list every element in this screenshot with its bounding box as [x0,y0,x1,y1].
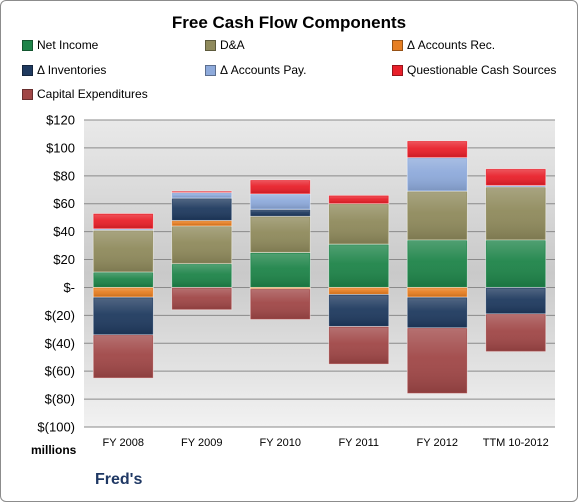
legend-item-capital-expenditures: Capital Expenditures [22,86,148,102]
chart-title: Free Cash Flow Components [171,13,407,32]
bar-segment-inventories [249,208,311,217]
y-tick-label: $60 [53,196,75,211]
bar-segment-d-a [249,215,311,253]
legend-item-accounts-pay: Δ Accounts Pay. [205,62,307,78]
bar-segment-accounts-pay [406,157,468,192]
bar-segment-accounts-rec [171,220,233,227]
bar-segment-accounts-rec [92,287,154,298]
y-tick-label: $(100) [37,420,75,435]
bar-segment-capital-expenditures [249,288,311,320]
bar-segment-capital-expenditures [485,313,547,353]
y-tick-label: $100 [46,140,75,155]
bar-segment-net-income [328,243,390,288]
units-label: millions [31,443,77,457]
bar-segment-capital-expenditures [92,334,154,379]
y-tick-label: $80 [53,168,75,183]
bar-segment-net-income [485,239,547,288]
legend-item-accounts-rec: Δ Accounts Rec. [392,37,495,53]
bar-segment-inventories [171,197,233,221]
bar-segment-d-a [485,186,547,241]
y-tick-label: $40 [53,224,75,239]
legend-swatch [392,64,403,76]
legend-label: Δ Inventories [37,63,107,77]
y-tick-label: $120 [46,113,75,128]
bar-segment-questionable-cash-sources [249,179,311,195]
x-tick-label: FY 2010 [260,437,301,449]
x-tick-label: FY 2012 [417,437,458,449]
bar-segment-d-a [328,203,390,245]
bar-segment-accounts-pay [249,193,311,210]
bar-segment-d-a [171,225,233,265]
x-tick-label: TTM 10-2012 [483,437,549,449]
bar-segment-d-a [92,229,154,273]
bar-segment-accounts-pay [171,192,233,199]
bar-segment-questionable-cash-sources [92,213,154,230]
bar-segment-capital-expenditures [328,326,390,365]
legend-item-inventories: Δ Inventories [22,62,106,78]
bar-segment-net-income [92,271,154,288]
bar-segment-inventories [485,287,547,315]
legend-item-d-a: D&A [205,37,245,53]
bar-segment-net-income [406,239,468,288]
bar-segment-net-income [249,252,311,288]
bar-segment-questionable-cash-sources [406,140,468,159]
y-tick-label: $(20) [45,308,75,323]
bar-segment-capital-expenditures [406,327,468,394]
bar-segment-questionable-cash-sources [485,168,547,186]
y-tick-label: $20 [53,252,75,267]
y-tick-label: $(60) [45,364,75,379]
legend-label: Δ Accounts Rec. [407,38,496,52]
bar-segment-questionable-cash-sources [171,190,233,193]
legend-item-questionable-cash-sources: Questionable Cash Sources [392,62,556,78]
legend-swatch [205,64,216,76]
legend-label: Questionable Cash Sources [407,63,557,77]
y-tick-label: $(40) [45,336,75,351]
company-name: Fred's [95,471,143,488]
legend-label: Δ Accounts Pay. [220,63,307,77]
x-tick-label: FY 2008 [103,437,144,449]
x-tick-label: FY 2009 [181,437,222,449]
legend-swatch [22,64,33,76]
bar-segment-accounts-rec [328,287,390,295]
legend-label: D&A [220,38,245,52]
bar-segment-inventories [328,294,390,327]
bar-segment-d-a [406,190,468,241]
bar-segment-net-income [171,263,233,288]
legend-item-net-income: Net Income [22,37,98,53]
bar-segment-inventories [92,296,154,336]
x-tick-label: FY 2011 [338,437,379,449]
bar-segment-accounts-rec [406,287,468,298]
legend-swatch [205,39,216,51]
legend-label: Capital Expenditures [37,87,148,101]
bar-segment-capital-expenditures [171,287,233,311]
plot-background [84,120,555,427]
legend-swatch [22,39,33,51]
legend-swatch [392,39,403,51]
bar-segment-inventories [406,296,468,329]
y-tick-label: $- [63,280,75,295]
legend-label: Net Income [37,38,99,52]
y-tick-label: $(80) [45,392,75,407]
legend-swatch [22,88,33,100]
bar-segment-questionable-cash-sources [328,194,390,205]
